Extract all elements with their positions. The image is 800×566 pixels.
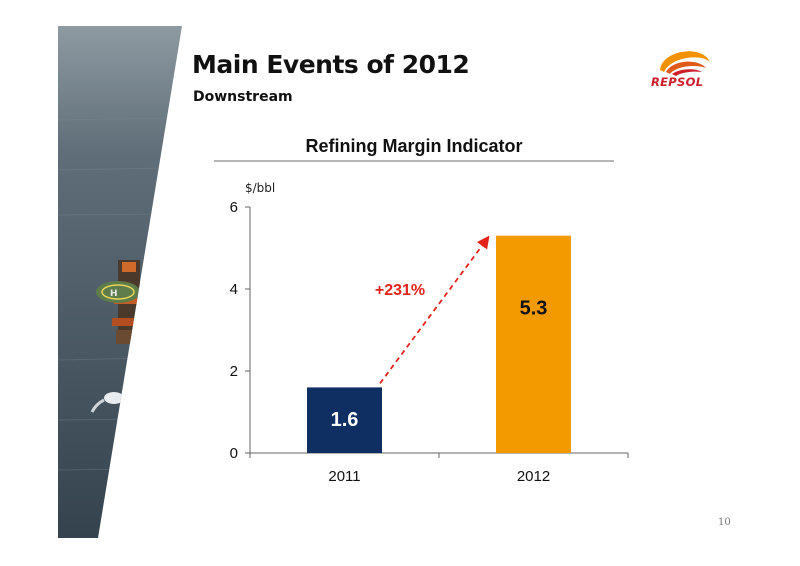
chart-title: Refining Margin Indicator bbox=[305, 136, 523, 156]
page-title: Main Events of 2012 bbox=[192, 50, 470, 79]
bar-2012 bbox=[496, 235, 571, 453]
chart-title-rule bbox=[214, 160, 614, 162]
growth-arrow bbox=[379, 235, 490, 384]
boat-wake-shape bbox=[90, 392, 124, 413]
y-axis-unit-label: $/bbl bbox=[245, 181, 276, 195]
y-tick-label: 4 bbox=[230, 281, 238, 298]
repsol-logo-text: REPSOL bbox=[651, 75, 704, 89]
page-number: 10 bbox=[718, 517, 731, 528]
x-tick-label: 2011 bbox=[328, 468, 360, 485]
svg-text:H: H bbox=[110, 289, 118, 299]
x-tick-label: 2012 bbox=[517, 468, 550, 485]
y-tick-label: 0 bbox=[230, 445, 238, 462]
repsol-logo-icon bbox=[660, 51, 710, 76]
growth-annotation: +231% bbox=[375, 282, 425, 299]
y-tick-label: 2 bbox=[230, 363, 238, 380]
bar-value-label: 5.3 bbox=[520, 297, 548, 319]
page-subtitle: Downstream bbox=[193, 89, 293, 105]
y-tick-label: 6 bbox=[230, 199, 238, 216]
bar-2011 bbox=[307, 387, 382, 453]
bar-value-label: 1.6 bbox=[331, 409, 359, 431]
